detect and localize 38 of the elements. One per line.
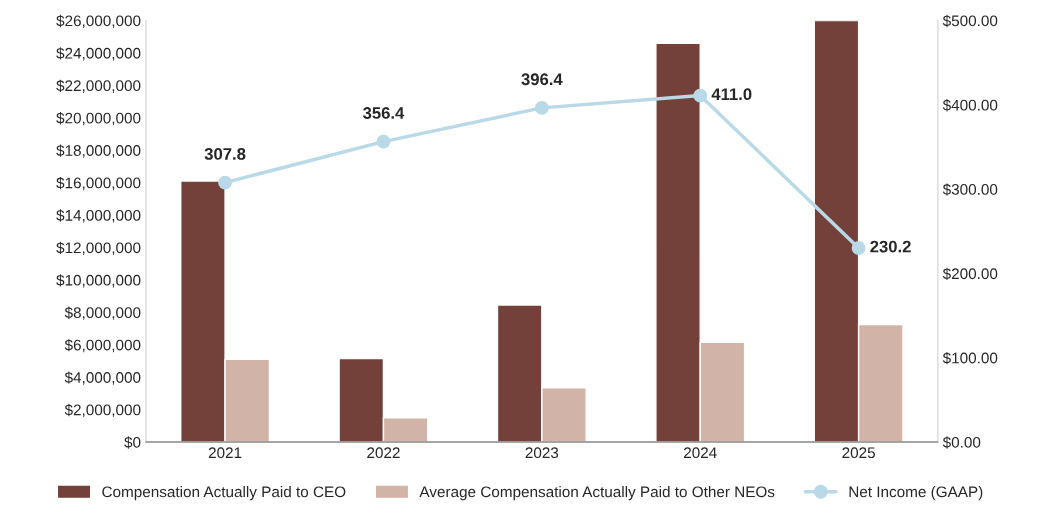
y-tick-label: $10,000,000 xyxy=(56,274,141,288)
y-tick-label: $4,000,000 xyxy=(64,371,141,385)
x-tick-label: 2022 xyxy=(367,447,400,459)
y2-tick-label: $400.00 xyxy=(942,99,998,112)
y2-tick-label: $300.00 xyxy=(942,183,998,196)
y2-tick-label: $0.00 xyxy=(942,436,981,449)
y-tick-label: $16,000,000 xyxy=(56,176,141,191)
legend-label: Net Income (GAAP) xyxy=(849,486,983,501)
y-tick-label: $12,000,000 xyxy=(56,241,141,255)
y2-tick-label: $100.00 xyxy=(942,351,998,365)
y2-tick-label: $200.00 xyxy=(942,267,998,281)
legend-label: Compensation Actually Paid to CEO xyxy=(102,486,346,501)
y-tick-label: $2,000,000 xyxy=(64,403,141,418)
legend-label: Average Compensation Actually Paid to Other NEOs xyxy=(419,486,775,501)
point xyxy=(534,100,549,115)
y-tick-label: $22,000,000 xyxy=(56,79,141,93)
point xyxy=(693,88,708,103)
y-tick-label: $14,000,000 xyxy=(56,209,141,223)
y-tick-label: $24,000,000 xyxy=(56,47,141,61)
point xyxy=(376,134,391,149)
x-tick-label: 2024 xyxy=(684,447,717,459)
y-tick-label: $8,000,000 xyxy=(64,306,141,320)
y-tick-label: $20,000,000 xyxy=(56,112,141,126)
point xyxy=(218,175,233,190)
y-tick-label: $0 xyxy=(124,436,141,449)
data-label: 356.4 xyxy=(362,107,405,119)
y-tick-label: $6,000,000 xyxy=(64,339,141,353)
x-tick-label: 2025 xyxy=(842,447,875,459)
y-tick-label: $26,000,000 xyxy=(56,14,141,29)
y-tick-label: $18,000,000 xyxy=(56,144,141,158)
data-label: 396.4 xyxy=(521,73,563,86)
data-label: 307.8 xyxy=(204,148,246,160)
x-tick-label: 2021 xyxy=(208,447,242,459)
data-label: 230.2 xyxy=(870,240,911,253)
point xyxy=(851,241,866,255)
x-tick-label: 2023 xyxy=(525,447,559,459)
data-label: 411.0 xyxy=(711,88,752,101)
y2-tick-label: $500.00 xyxy=(942,14,998,28)
